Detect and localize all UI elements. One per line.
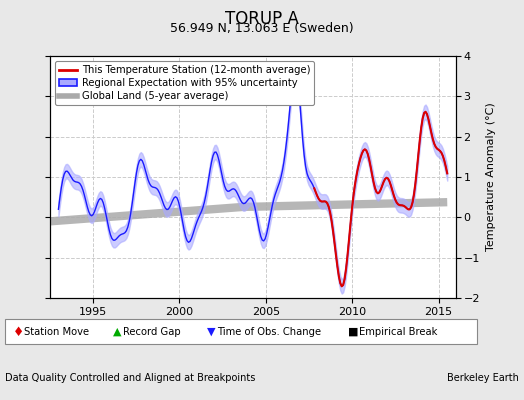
Text: ▼: ▼	[207, 327, 215, 337]
Text: Data Quality Controlled and Aligned at Breakpoints: Data Quality Controlled and Aligned at B…	[5, 373, 256, 383]
Text: 56.949 N, 13.063 E (Sweden): 56.949 N, 13.063 E (Sweden)	[170, 22, 354, 35]
Text: Empirical Break: Empirical Break	[359, 327, 438, 337]
Text: ♦: ♦	[13, 326, 24, 338]
Text: Record Gap: Record Gap	[123, 327, 181, 337]
Text: Berkeley Earth: Berkeley Earth	[447, 373, 519, 383]
Legend: This Temperature Station (12-month average), Regional Expectation with 95% uncer: This Temperature Station (12-month avera…	[55, 61, 314, 105]
Text: Station Move: Station Move	[24, 327, 89, 337]
Text: Time of Obs. Change: Time of Obs. Change	[217, 327, 322, 337]
Text: TORUP A: TORUP A	[225, 10, 299, 28]
Text: ▲: ▲	[113, 327, 121, 337]
Text: ■: ■	[348, 327, 359, 337]
Y-axis label: Temperature Anomaly (°C): Temperature Anomaly (°C)	[486, 103, 496, 251]
